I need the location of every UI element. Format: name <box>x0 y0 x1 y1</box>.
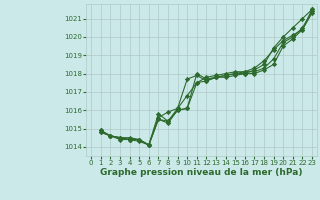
X-axis label: Graphe pression niveau de la mer (hPa): Graphe pression niveau de la mer (hPa) <box>100 168 303 177</box>
